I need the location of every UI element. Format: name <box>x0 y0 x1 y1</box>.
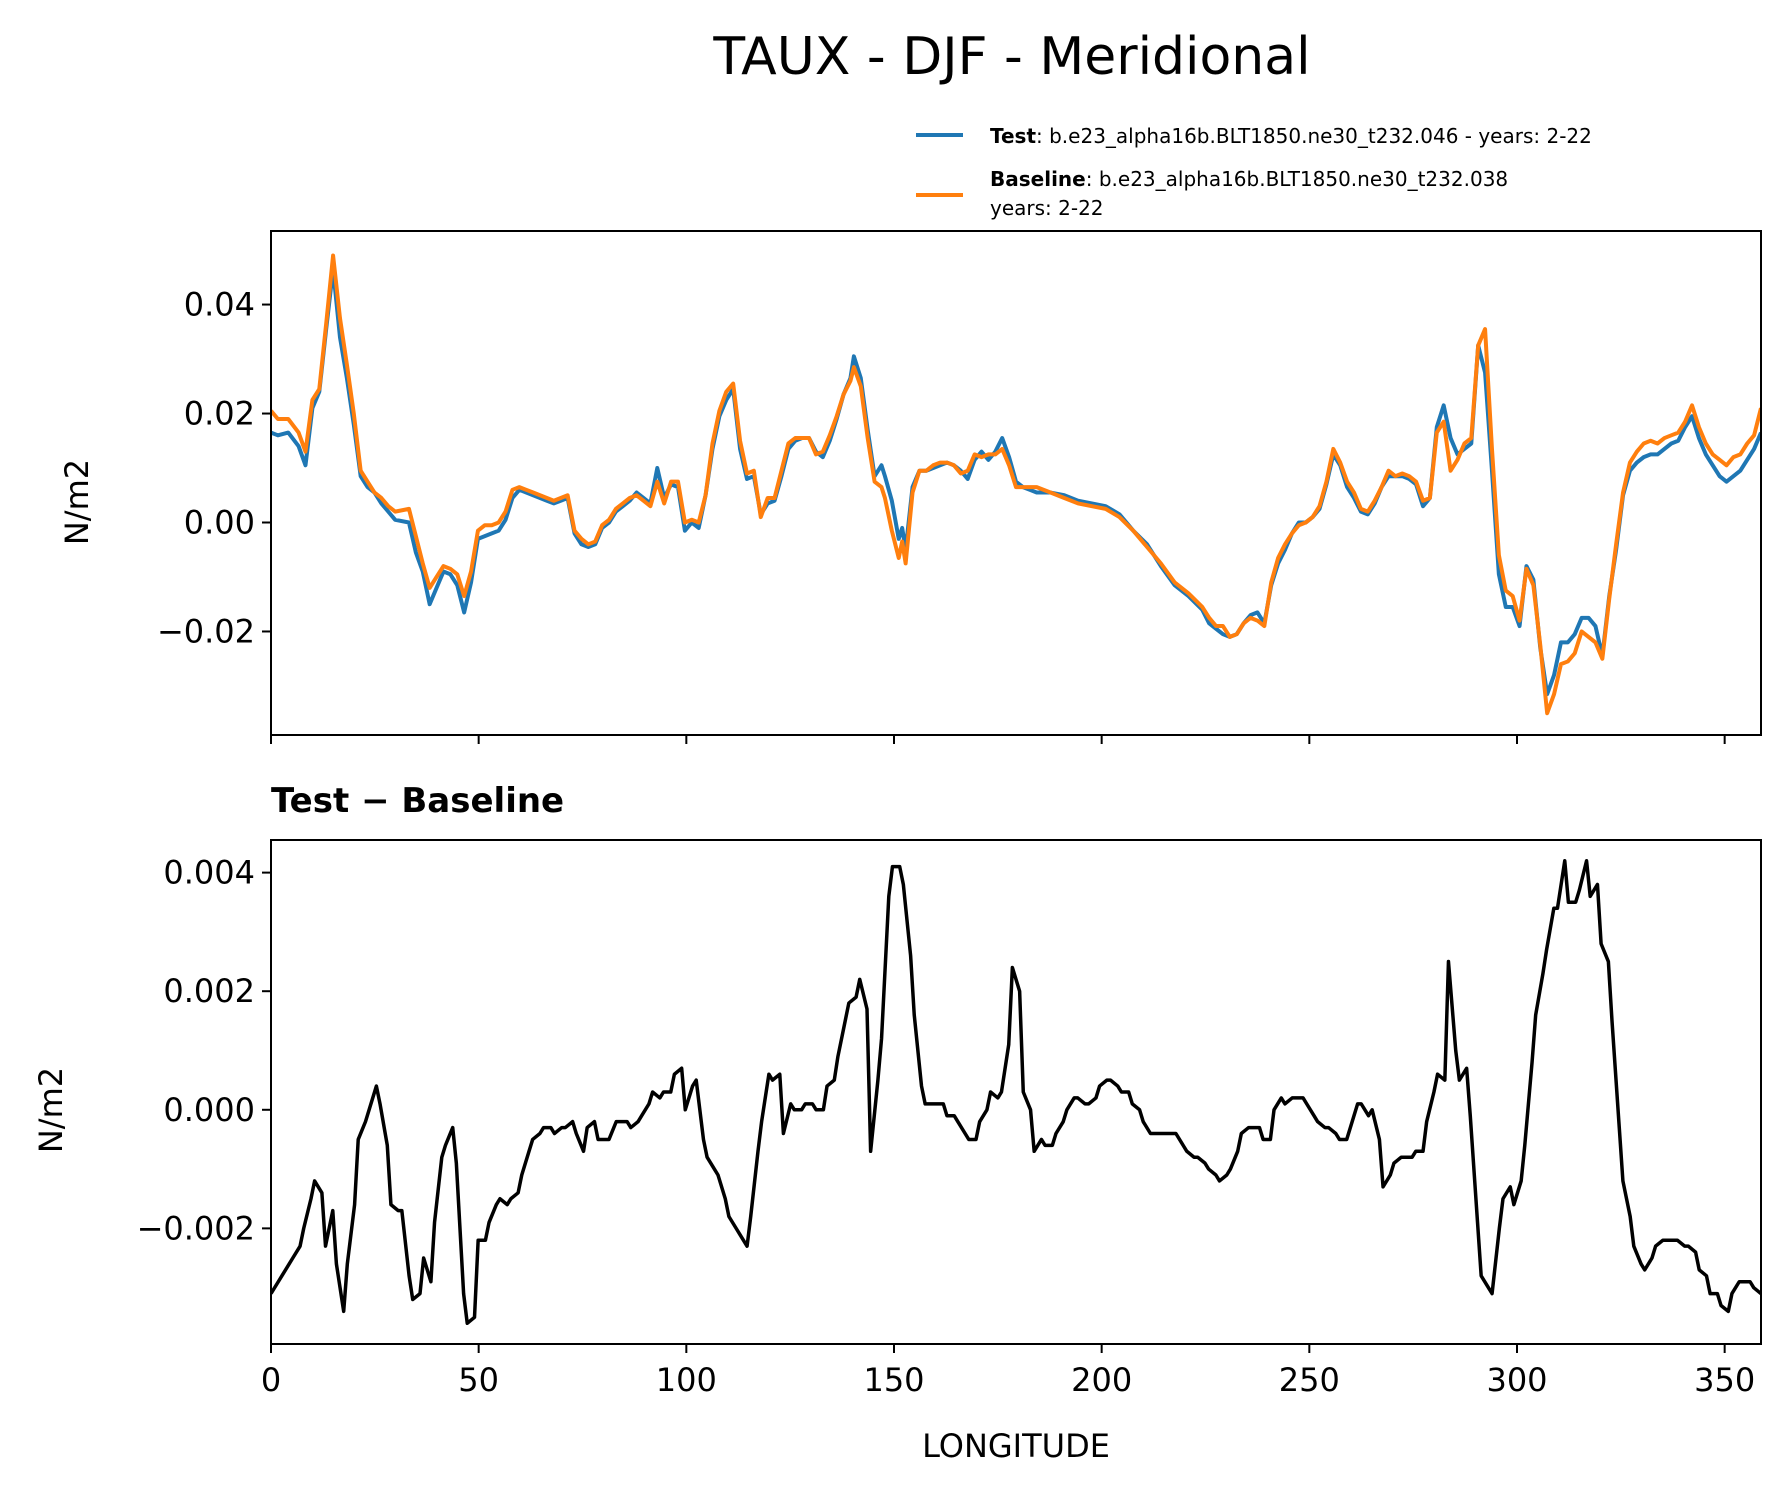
legend-label-test: Test: b.e23_alpha16b.BLT1850.ne30_t232.0… <box>990 124 1592 148</box>
bottom-panel: Test − Baseline −0.002 0.000 0.002 0.004 0 5… <box>32 781 1762 1465</box>
top-plot-lines <box>271 253 1761 716</box>
bottom-y-ticks: −0.002 0.000 0.002 0.004 <box>137 854 271 1247</box>
bottom-y-tick-label: 0.000 <box>163 1091 255 1129</box>
bottom-y-tick-label: 0.004 <box>163 854 255 892</box>
bottom-x-tick-label: 250 <box>1279 1361 1340 1399</box>
top-y-ticks: −0.02 0.00 0.02 0.04 <box>157 286 271 650</box>
legend-detail-baseline: : b.e23_alpha16b.BLT1850.ne30_t232.038 <box>1086 167 1508 191</box>
bottom-x-tick-label: 200 <box>1071 1361 1132 1399</box>
x-axis-label: LONGITUDE <box>922 1427 1110 1465</box>
bottom-axes-frame <box>270 839 1762 1345</box>
bottom-x-tick-label: 150 <box>863 1361 924 1399</box>
top-y-tick-label: 0.02 <box>184 395 255 433</box>
top-series-baseline-line <box>271 253 1761 716</box>
top-y-tick-label: 0.00 <box>184 504 255 542</box>
bottom-y-tick-label: 0.002 <box>163 972 255 1010</box>
bottom-x-tick-label: 100 <box>656 1361 717 1399</box>
bottom-x-tick-label: 0 <box>261 1361 281 1399</box>
bottom-series-test-baseline-line <box>271 859 1761 1325</box>
top-y-axis-label: N/m2 <box>58 459 96 545</box>
bottom-x-tick-label: 300 <box>1486 1361 1547 1399</box>
top-y-tick-label: 0.04 <box>184 286 255 324</box>
legend: Test: b.e23_alpha16b.BLT1850.ne30_t232.0… <box>916 124 1592 220</box>
top-series-test-line <box>271 267 1761 697</box>
figure-title: TAUX - DJF - Meridional <box>712 27 1310 87</box>
legend-name-test: Test <box>990 124 1036 148</box>
top-x-ticks <box>270 735 1726 744</box>
legend-label-baseline-years: years: 2-22 <box>990 196 1104 220</box>
legend-name-baseline: Baseline <box>990 167 1086 191</box>
bottom-plot-lines <box>271 859 1761 1325</box>
legend-label-baseline: Baseline: b.e23_alpha16b.BLT1850.ne30_t2… <box>990 167 1508 191</box>
legend-detail-test: : b.e23_alpha16b.BLT1850.ne30_t232.046 -… <box>1036 124 1592 148</box>
bottom-x-tick-label: 350 <box>1694 1361 1755 1399</box>
bottom-panel-title: Test − Baseline <box>271 781 564 821</box>
bottom-x-ticks: 0 50 100 150 200 250 300 350 <box>261 1344 1755 1399</box>
top-panel: −0.02 0.00 0.02 0.04 N/m2 <box>58 230 1762 744</box>
top-y-tick-label: −0.02 <box>157 612 255 650</box>
bottom-y-tick-label: −0.002 <box>137 1209 255 1247</box>
bottom-y-axis-label: N/m2 <box>32 1067 70 1153</box>
top-axes-frame <box>270 230 1762 736</box>
bottom-x-tick-label: 50 <box>458 1361 499 1399</box>
